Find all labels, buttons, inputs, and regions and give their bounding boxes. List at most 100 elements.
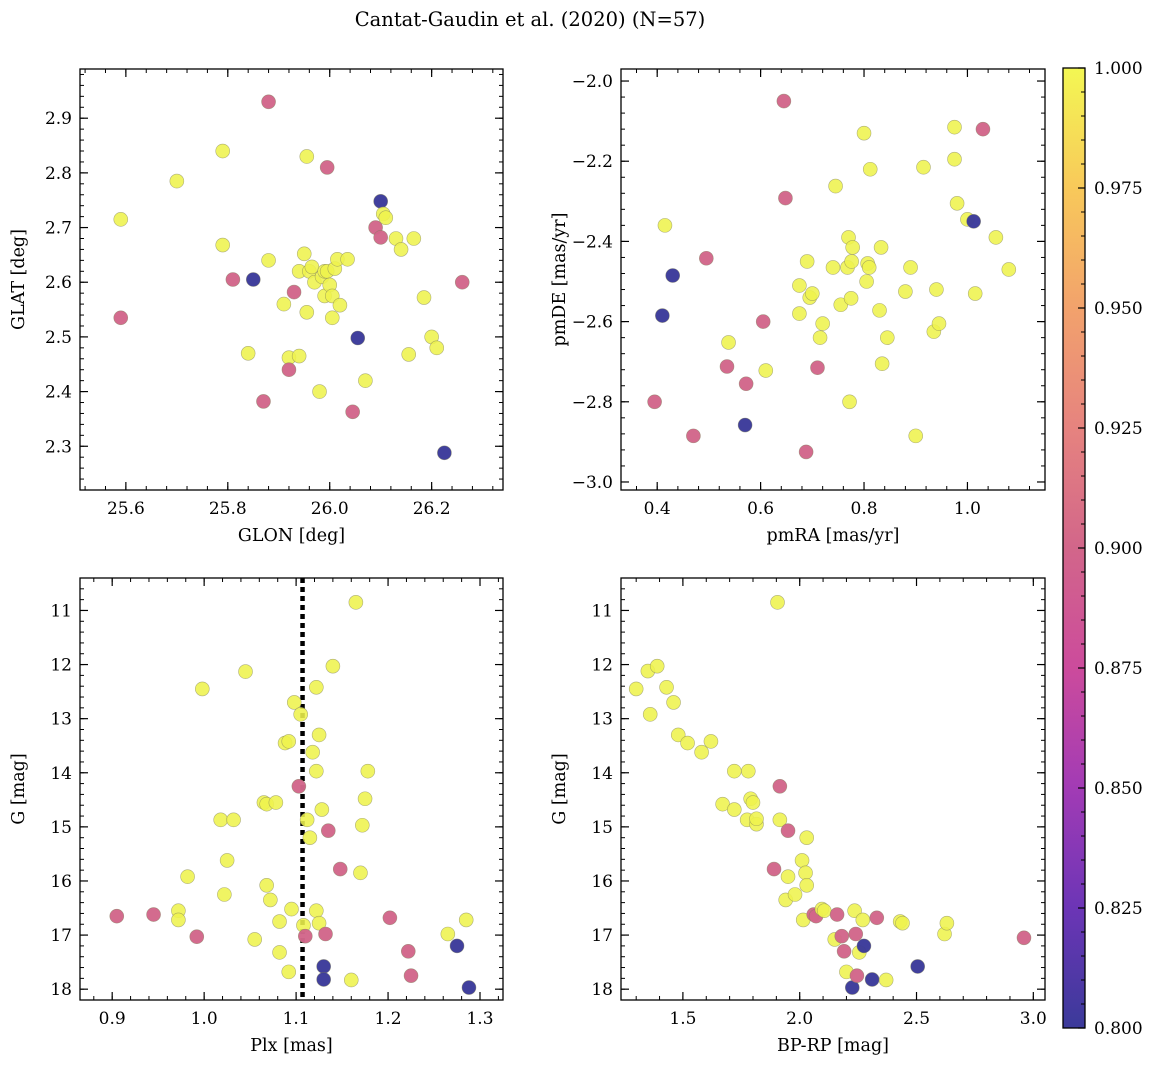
data-point [401, 347, 417, 362]
data-point [878, 972, 894, 988]
data-point [778, 190, 793, 206]
data-point [680, 735, 695, 751]
x-tick-label: 26.0 [311, 499, 349, 519]
data-point [309, 679, 324, 695]
data-point [657, 218, 673, 233]
data-point [844, 254, 859, 269]
x-axis-label: GLON [deg] [238, 526, 345, 546]
figure-title: Cantat-Gaudin et al. (2020) (N=57) [355, 8, 706, 31]
data-point [794, 853, 810, 868]
data-point [703, 734, 719, 749]
data-point [908, 428, 924, 444]
data-point [437, 445, 452, 461]
data-point [879, 330, 895, 345]
data-point [873, 240, 889, 255]
colorbar-tick-label: 0.925 [1094, 419, 1143, 439]
y-tick-label: 17 [50, 926, 72, 946]
x-tick-label: 25.8 [209, 499, 247, 519]
data-point [776, 93, 792, 109]
data-point [666, 695, 681, 710]
x-tick-label: 1.1 [283, 1009, 310, 1029]
data-point [312, 384, 327, 399]
data-point [665, 268, 681, 283]
data-point [861, 260, 877, 275]
y-tick-label: 11 [50, 601, 72, 621]
x-tick-label: 2.5 [903, 1009, 930, 1029]
data-point [284, 901, 299, 917]
data-point [869, 910, 885, 926]
data-point [799, 254, 815, 269]
y-tick-label: 2.5 [45, 328, 72, 348]
y-tick-label: 18 [591, 980, 613, 1000]
data-point [299, 305, 315, 320]
data-point [647, 394, 662, 410]
y-tick-label: 2.3 [45, 437, 72, 457]
y-tick-label: 15 [50, 818, 72, 838]
x-axis-label: Plx [mas] [250, 1036, 332, 1056]
y-tick-label: 2.8 [45, 164, 72, 184]
data-point [737, 417, 753, 433]
data-point [146, 907, 161, 922]
data-point [319, 160, 335, 175]
data-point [745, 795, 761, 810]
y-axis-label: G [mag] [550, 753, 570, 824]
axes-frame [620, 68, 1046, 491]
x-tick-label: 0.4 [644, 499, 671, 519]
x-tick-label: 0.8 [851, 499, 878, 519]
data-point [393, 242, 409, 257]
data-point [939, 915, 955, 931]
data-point [694, 744, 709, 760]
data-point [109, 908, 125, 924]
data-point [461, 980, 477, 995]
data-point [855, 912, 871, 928]
data-point [642, 707, 658, 722]
data-point [874, 356, 890, 372]
colorbar: 0.800 0.825 0.850 0.875 0.900 0.925 0.950 0.975… [1062, 59, 1143, 1039]
data-point [766, 861, 782, 877]
data-point [770, 595, 785, 610]
data-point [440, 926, 456, 942]
data-point [967, 286, 983, 301]
y-axis-label: pmDE [mas/yr] [550, 213, 570, 347]
data-point [798, 444, 814, 460]
data-point [268, 795, 284, 810]
y-tick-label: 13 [50, 710, 72, 730]
data-point [780, 869, 796, 884]
x-tick-label: 0.9 [99, 1009, 126, 1029]
data-point [864, 972, 880, 987]
y-tick-label: 11 [591, 601, 613, 621]
panels: 25.6 25.8 26.0 26.2 2.3 2.4 2.5 2.6 2.7 2.8 2.9 GLO… [9, 68, 1047, 1056]
data-point [314, 802, 330, 817]
data-point [727, 802, 742, 817]
data-point [406, 231, 422, 246]
data-point [659, 679, 674, 695]
data-point [931, 316, 947, 331]
data-point [780, 823, 796, 838]
data-point [947, 151, 962, 167]
data-point [815, 316, 830, 331]
data-point [240, 346, 256, 361]
data-point [758, 363, 774, 378]
data-point [400, 944, 416, 959]
data-point [113, 310, 129, 326]
data-point [755, 314, 771, 329]
y-tick-label: 12 [50, 656, 72, 676]
data-point [849, 968, 865, 983]
data-point [245, 272, 261, 287]
data-point [291, 778, 307, 794]
data-point [373, 194, 388, 209]
data-point [816, 903, 832, 919]
data-point [350, 330, 366, 346]
data-point [348, 595, 364, 610]
data-point [353, 865, 368, 881]
data-point [749, 811, 764, 827]
data-point [966, 214, 981, 229]
y-tick-label: 15 [591, 818, 613, 838]
data-point [311, 915, 327, 931]
colorbar-tick-label: 0.800 [1094, 1019, 1143, 1039]
data-point [324, 310, 340, 326]
data-point [719, 359, 735, 374]
x-tick-label: 0.6 [747, 499, 774, 519]
data-point [792, 278, 807, 293]
